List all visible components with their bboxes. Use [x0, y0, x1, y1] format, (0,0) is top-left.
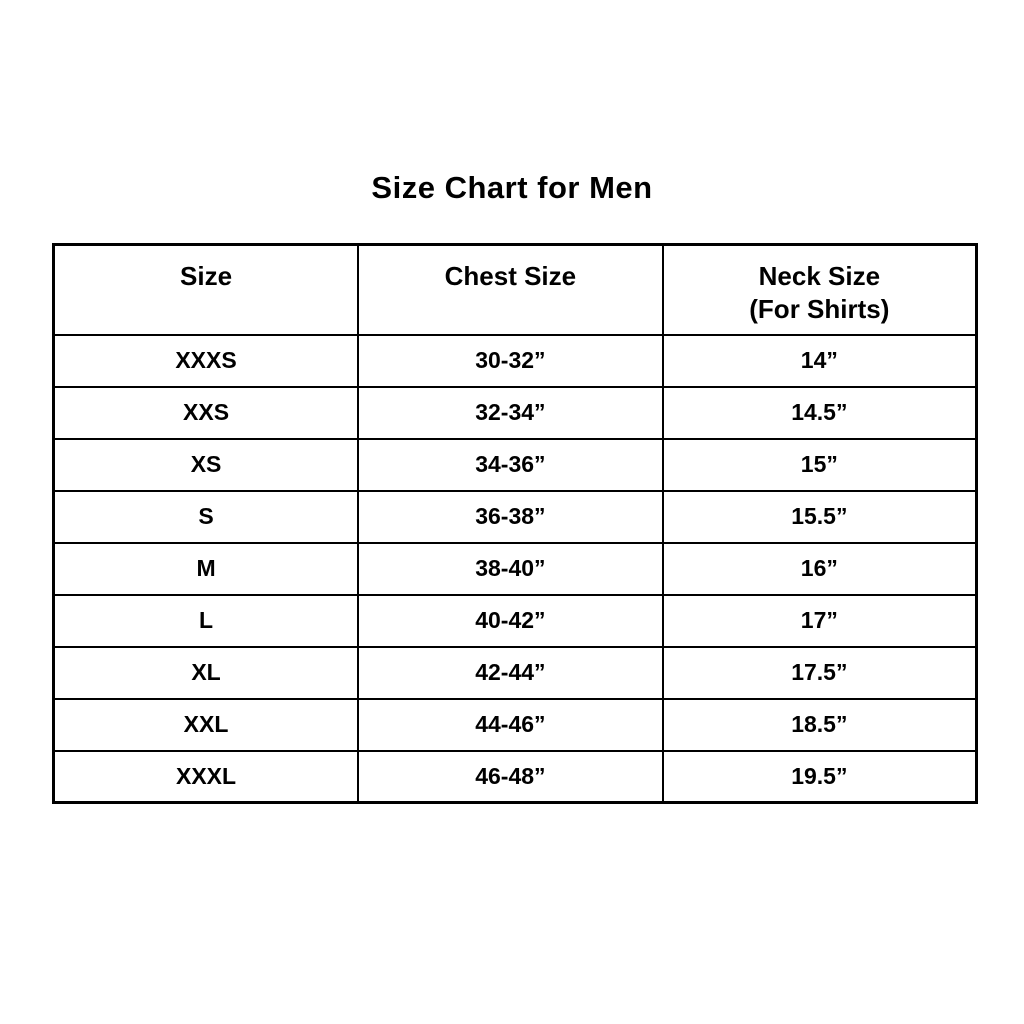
table-row: XXXS 30-32” 14”	[52, 333, 978, 388]
chest-size-cell: 44-46”	[357, 697, 664, 752]
size-cell: XL	[52, 645, 360, 700]
size-cell: XXXL	[52, 749, 360, 804]
chest-size-cell: 38-40”	[357, 541, 664, 596]
size-chart-table: Size Chest Size Neck Size (For Shirts) X…	[52, 243, 978, 804]
column-header-sublabel: (For Shirts)	[749, 294, 890, 324]
chest-size-cell: 46-48”	[357, 749, 664, 804]
table-row: XXL 44-46” 18.5”	[52, 697, 978, 752]
table-row: XXXL 46-48” 19.5”	[52, 749, 978, 804]
page-title: Size Chart for Men	[371, 170, 653, 205]
chest-size-cell: 36-38”	[357, 489, 664, 544]
table-row: XL 42-44” 17.5”	[52, 645, 978, 700]
table-row: XS 34-36” 15”	[52, 437, 978, 492]
column-header-label: Neck Size	[758, 261, 881, 291]
size-cell: XXS	[52, 385, 360, 440]
column-header-label: Chest Size	[444, 261, 577, 291]
size-cell: XS	[52, 437, 360, 492]
size-cell: M	[52, 541, 360, 596]
column-header-neck-size: Neck Size (For Shirts)	[661, 243, 978, 336]
neck-size-cell: 14.5”	[661, 385, 978, 440]
size-cell: XXL	[52, 697, 360, 752]
column-header-chest-size: Chest Size	[357, 243, 664, 336]
chest-size-cell: 42-44”	[357, 645, 664, 700]
neck-size-cell: 14”	[661, 333, 978, 388]
chest-size-cell: 30-32”	[357, 333, 664, 388]
chest-size-cell: 34-36”	[357, 437, 664, 492]
table-row: XXS 32-34” 14.5”	[52, 385, 978, 440]
chest-size-cell: 40-42”	[357, 593, 664, 648]
neck-size-cell: 19.5”	[661, 749, 978, 804]
neck-size-cell: 17”	[661, 593, 978, 648]
table-row: L 40-42” 17”	[52, 593, 978, 648]
chest-size-cell: 32-34”	[357, 385, 664, 440]
column-header-label: Size	[180, 261, 233, 291]
neck-size-cell: 16”	[661, 541, 978, 596]
neck-size-cell: 15”	[661, 437, 978, 492]
neck-size-cell: 17.5”	[661, 645, 978, 700]
table-row: M 38-40” 16”	[52, 541, 978, 596]
table-header-row: Size Chest Size Neck Size (For Shirts)	[52, 243, 978, 336]
neck-size-cell: 18.5”	[661, 697, 978, 752]
size-cell: L	[52, 593, 360, 648]
column-header-size: Size	[52, 243, 360, 336]
size-cell: XXXS	[52, 333, 360, 388]
size-cell: S	[52, 489, 360, 544]
table-row: S 36-38” 15.5”	[52, 489, 978, 544]
neck-size-cell: 15.5”	[661, 489, 978, 544]
